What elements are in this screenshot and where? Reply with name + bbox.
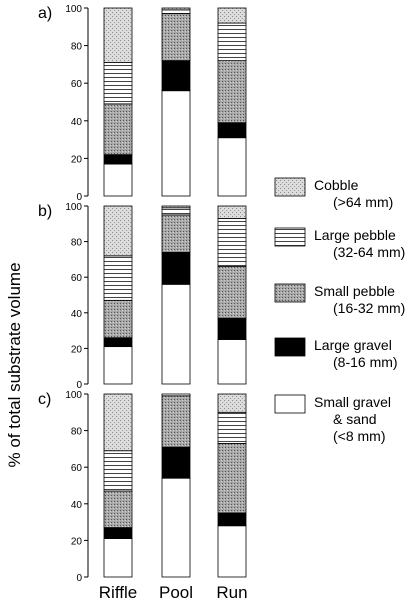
bar-segment-large-pebble	[103, 62, 133, 105]
bar-segment-large-gravel	[217, 317, 247, 340]
bar-segment-large-pebble	[217, 218, 247, 267]
bar-segment-small-gravel-sand	[161, 90, 191, 197]
bar-segment-large-gravel	[103, 154, 133, 165]
legend-item-large-pebble: Large pebble(32-64 mm)	[274, 227, 405, 260]
x-category-label: Pool	[159, 583, 193, 602]
panel-label: a)	[38, 5, 52, 22]
y-tick-label: 40	[71, 117, 83, 128]
legend-label: Large gravel	[314, 337, 392, 353]
bar-segment-cobble	[161, 7, 191, 11]
bar-segment-large-pebble	[103, 255, 133, 301]
y-tick-label: 20	[71, 536, 83, 547]
panel-1: a) 0 20 40 60 80 100	[38, 4, 247, 203]
bar-segment-small-gravel-sand	[103, 538, 133, 578]
legend-swatch	[274, 337, 306, 357]
legend-item-small-pebble: Small pebble(16-32 mm)	[274, 283, 405, 316]
bar-segment-cobble	[217, 7, 247, 24]
legend-label: Cobble	[314, 177, 359, 193]
y-tick-label: 80	[71, 427, 83, 438]
y-axis-label: % of total substrate volume	[5, 262, 24, 467]
legend-swatch	[274, 227, 306, 247]
y-tick-label: 100	[65, 4, 82, 15]
bar-segment-small-pebble	[103, 103, 133, 156]
y-tick-label: 40	[71, 309, 83, 320]
bar-segment-cobble	[103, 205, 133, 257]
bar-segment-cobble	[103, 7, 133, 63]
legend-label: (32-64 mm)	[333, 244, 405, 260]
y-tick-label: 0	[76, 380, 82, 391]
bar-segment-large-pebble	[217, 22, 247, 62]
bar-segment-small-pebble	[217, 266, 247, 319]
bar-segment-cobble	[217, 393, 247, 413]
bar-segment-large-gravel	[217, 512, 247, 527]
bar-segment-small-pebble	[103, 490, 133, 528]
bar-segment-large-gravel	[161, 60, 191, 92]
y-tick-label: 100	[65, 202, 82, 213]
bar-segment-large-gravel	[103, 337, 133, 348]
bar-segment-small-gravel-sand	[103, 163, 133, 197]
bar-segment-large-pebble	[161, 207, 191, 216]
bar-segment-cobble	[161, 205, 191, 209]
panel-label: c)	[38, 391, 51, 408]
y-tick-label: 80	[71, 238, 83, 249]
bar-segment-small-gravel-sand	[103, 346, 133, 385]
y-tick-label: 100	[65, 390, 82, 401]
bar-segment-cobble	[217, 205, 247, 219]
y-tick-label: 0	[76, 573, 82, 584]
legend-label: Large pebble	[314, 227, 396, 243]
legend-label: (<8 mm)	[333, 428, 386, 444]
y-tick-label: 80	[71, 42, 83, 53]
legend-item-cobble: Cobble(>64 mm)	[274, 177, 393, 210]
legend-label: Small pebble	[314, 283, 395, 299]
bar-segment-small-pebble	[103, 299, 133, 339]
bar-segment-large-gravel	[103, 527, 133, 539]
y-tick-label: 20	[71, 154, 83, 165]
bar-segment-large-gravel	[217, 122, 247, 139]
bar-segment-large-pebble	[161, 9, 191, 15]
y-tick-label: 0	[76, 192, 82, 203]
bar-segment-small-gravel-sand	[217, 137, 247, 197]
bar-segment-small-gravel-sand	[161, 283, 191, 385]
y-tick-label: 60	[71, 273, 83, 284]
legend-swatch	[274, 177, 306, 197]
y-tick-label: 40	[71, 500, 83, 511]
y-tick-label: 60	[71, 79, 83, 90]
bar-segment-small-gravel-sand	[161, 477, 191, 578]
bar-segment-large-gravel	[161, 251, 191, 285]
bar-segment-cobble	[103, 393, 133, 452]
x-category-label: Riffle	[99, 583, 137, 602]
legend-label: (>64 mm)	[333, 194, 393, 210]
legend: Cobble(>64 mm) Large pebble(32-64 mm) Smal…	[274, 177, 405, 444]
bar-segment-small-pebble	[217, 443, 247, 514]
x-category-label: Run	[216, 583, 247, 602]
legend-swatch	[274, 394, 306, 414]
legend-item-large-gravel: Large gravel(8-16 mm)	[274, 337, 398, 370]
bar-segment-small-gravel-sand	[217, 525, 247, 578]
panel-2: b) 0 20 40 60 80 100	[38, 202, 247, 391]
legend-swatch	[274, 283, 306, 303]
bar-segment-small-pebble	[217, 60, 247, 124]
bar-segment-large-pebble	[161, 393, 191, 397]
legend-label: & sand	[333, 411, 377, 427]
bar-segment-small-pebble	[161, 214, 191, 253]
bar-segment-large-pebble	[103, 450, 133, 492]
y-tick-label: 20	[71, 344, 83, 355]
bar-segment-small-gravel-sand	[217, 339, 247, 385]
y-tick-label: 60	[71, 463, 83, 474]
panels: a) 0 20 40 60 80 100 b) 0 20 40 60 80 100 c) 0 20 40 60 80 1…	[38, 4, 248, 602]
bar-segment-small-pebble	[161, 395, 191, 448]
legend-label: Small gravel	[314, 394, 391, 410]
panel-label: b)	[38, 203, 52, 220]
legend-item-small-gravel-sand: Small gravel& sand(<8 mm)	[274, 394, 391, 444]
legend-label: (8-16 mm)	[333, 354, 398, 370]
legend-label: (16-32 mm)	[333, 300, 405, 316]
panel-3: c) 0 20 40 60 80 100	[38, 390, 247, 584]
bar-segment-large-pebble	[217, 411, 247, 444]
bar-segment-small-pebble	[161, 13, 191, 62]
bar-segment-large-gravel	[161, 446, 191, 479]
